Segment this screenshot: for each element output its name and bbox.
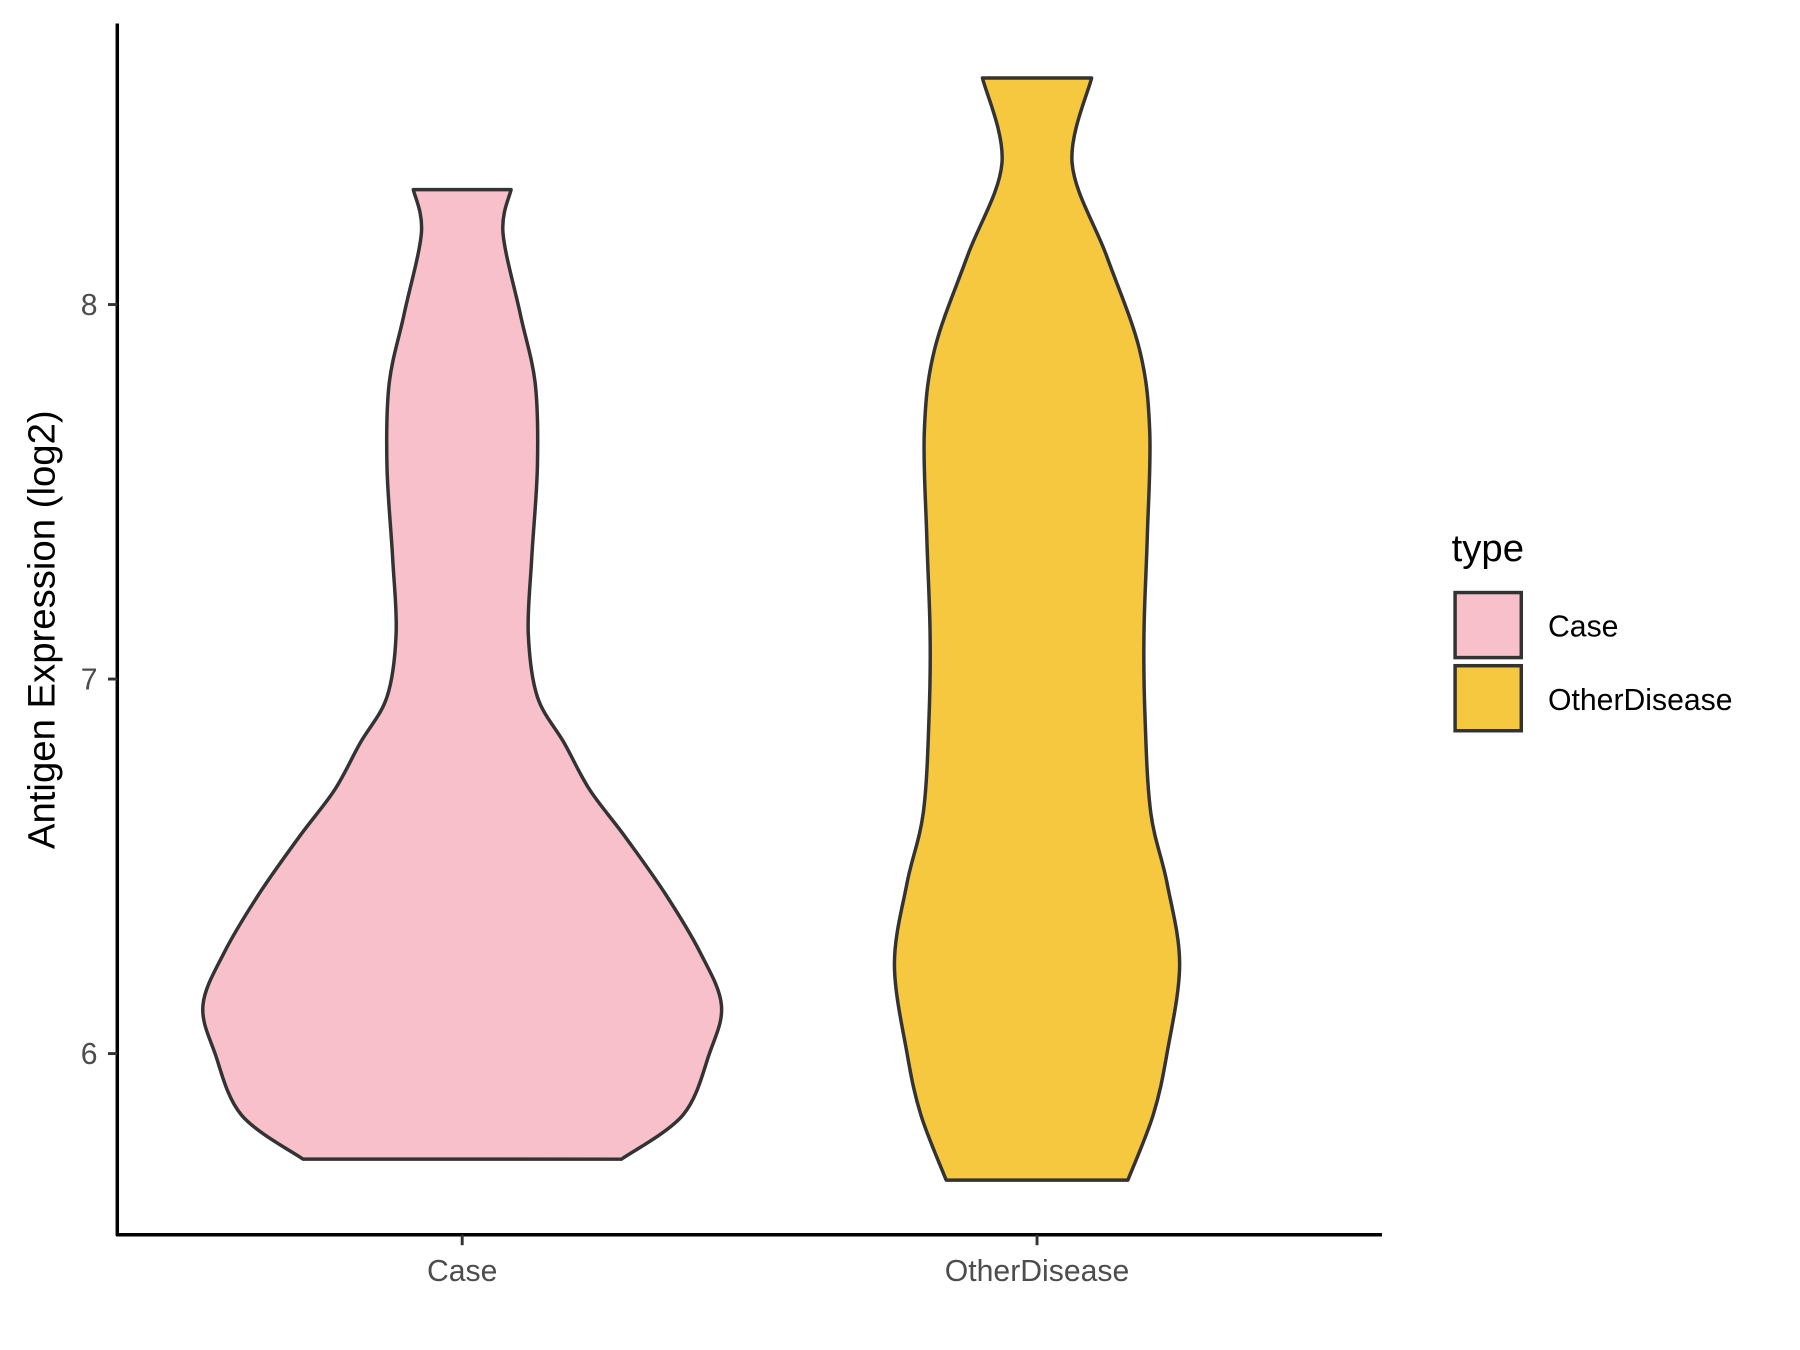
legend-label-case: Case (1548, 611, 1618, 644)
y-tick-label: 8 (81, 289, 98, 322)
violin-case (201, 187, 724, 1161)
violin-otherdisease (892, 76, 1182, 1182)
x-ticks: Case OtherDisease (427, 1234, 1130, 1288)
legend-key-case (1453, 590, 1524, 660)
y-tick-label: 6 (81, 1038, 98, 1071)
legend-label-otherdisease: OtherDisease (1548, 684, 1733, 717)
x-tick-label: OtherDisease (945, 1255, 1130, 1288)
y-tick-label: 7 (81, 664, 98, 697)
x-tick-label: Case (427, 1255, 497, 1288)
y-axis-title: Antigen Expression (log2) (21, 410, 64, 849)
y-ticks: 6 7 8 (81, 289, 118, 1071)
violins (201, 76, 1182, 1182)
legend-key-otherdisease (1453, 663, 1524, 733)
legend: type Case OtherDisease (1452, 527, 1733, 733)
legend-title: type (1452, 527, 1524, 570)
